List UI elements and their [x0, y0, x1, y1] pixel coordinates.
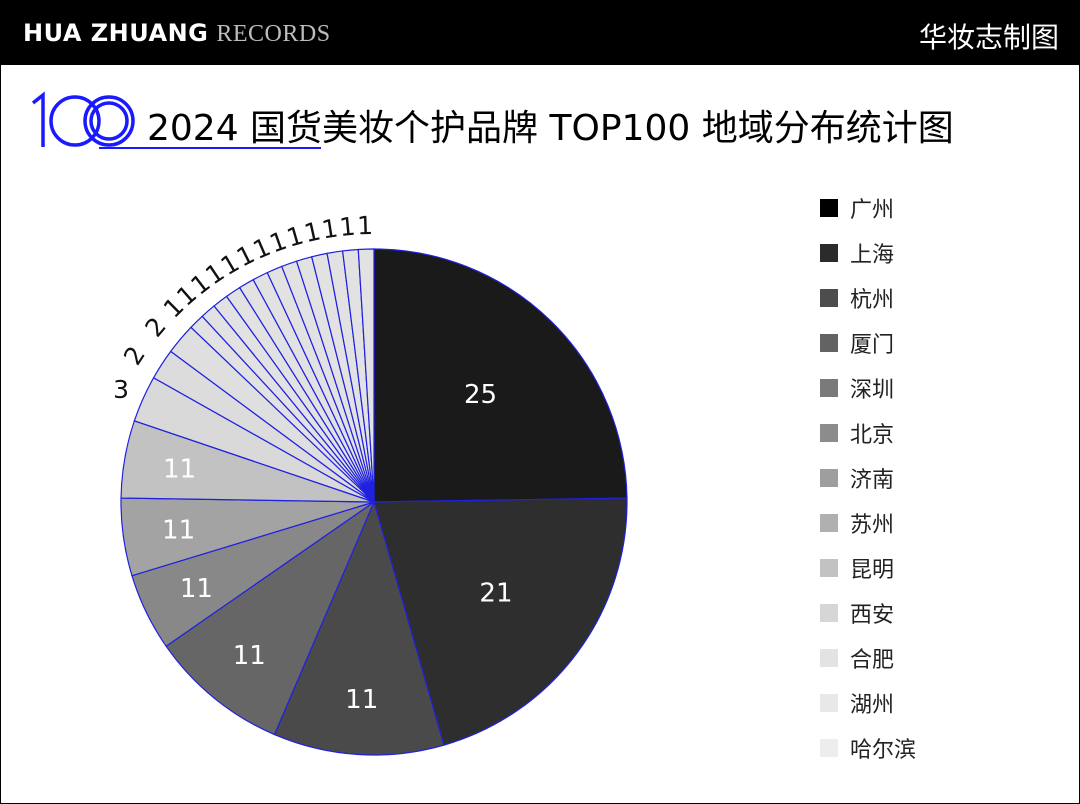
legend-label: 哈尔滨 — [850, 738, 917, 763]
legend-item: 北京 — [820, 416, 894, 450]
pie-slice — [373, 497, 628, 746]
top-bar: HUA ZHUANG RECORDS 华妆志制图 — [1, 1, 1079, 65]
legend-item: 广州 — [820, 191, 894, 225]
slice-value-label: 3 — [113, 375, 129, 404]
chart-title: 2024 国货美妆个护品牌 TOP100 地域分布统计图 — [147, 108, 954, 149]
legend-swatch — [820, 289, 838, 307]
legend-label: 厦门 — [850, 333, 895, 358]
legend-label: 湖州 — [850, 693, 895, 718]
legend-item: 昆明 — [820, 551, 894, 585]
legend-item: 合肥 — [820, 641, 894, 675]
pie-slice — [357, 248, 375, 503]
legend-item: 济南 — [820, 461, 894, 495]
slice-value-label: 1 — [283, 220, 306, 252]
pie-slice — [165, 500, 376, 736]
brand-suffix: RECORDS — [216, 21, 331, 47]
legend-label: 苏州 — [850, 513, 895, 538]
legend-label: 济南 — [850, 468, 895, 493]
pie-slice — [273, 500, 445, 756]
legend-item: 西安 — [820, 596, 894, 630]
pie-slice — [373, 248, 628, 503]
studio-credit: 华妆志制图 — [918, 21, 1059, 54]
legend-swatch — [820, 469, 838, 487]
brand-name: HUA ZHUANG — [23, 19, 209, 47]
slice-value-label: 11 — [233, 641, 266, 671]
legend-item: 哈尔滨 — [820, 731, 916, 765]
legend-swatch — [820, 334, 838, 352]
legend-item: 苏州 — [820, 506, 894, 540]
slice-value-label: 1 — [320, 213, 340, 244]
legend-swatch — [820, 604, 838, 622]
legend-swatch — [820, 379, 838, 397]
legend-item: 湖州 — [820, 686, 894, 720]
slice-value-label: 25 — [464, 380, 497, 410]
legend-item: 厦门 — [820, 326, 894, 360]
legend-label: 北京 — [850, 423, 895, 448]
legend-swatch — [820, 424, 838, 442]
slice-value-label: 11 — [180, 574, 213, 604]
legend-swatch — [820, 649, 838, 667]
slice-value-label: 1 — [301, 216, 323, 248]
slice-value-label: 11 — [162, 516, 195, 546]
legend-swatch — [820, 514, 838, 532]
slice-value-label: 11 — [345, 685, 378, 715]
legend-swatch — [820, 199, 838, 217]
brand-logo: HUA ZHUANG RECORDS — [23, 19, 331, 48]
slice-value-label: 21 — [479, 578, 512, 608]
legend-item: 深圳 — [820, 371, 894, 405]
legend-swatch — [820, 739, 838, 757]
title-underline — [99, 147, 321, 149]
legend-item: 上海 — [820, 236, 894, 270]
legend-label: 合肥 — [850, 648, 895, 673]
slice-value-label: 11 — [163, 454, 196, 484]
legend-swatch — [820, 244, 838, 262]
legend-label: 杭州 — [850, 288, 895, 313]
slice-value-label: 1 — [357, 211, 374, 240]
top100-logo-icon — [31, 91, 135, 147]
slice-value-label: 1 — [338, 212, 357, 242]
slice-value-label: 2 — [139, 312, 171, 343]
legend-item: 杭州 — [820, 281, 894, 315]
legend-label: 昆明 — [850, 558, 895, 583]
slice-value-label: 2 — [118, 341, 151, 370]
legend-label: 西安 — [850, 603, 895, 628]
legend-swatch — [820, 694, 838, 712]
legend-label: 深圳 — [850, 378, 895, 403]
legend-label: 上海 — [850, 243, 895, 268]
legend-label: 广州 — [850, 198, 895, 223]
legend-swatch — [820, 559, 838, 577]
